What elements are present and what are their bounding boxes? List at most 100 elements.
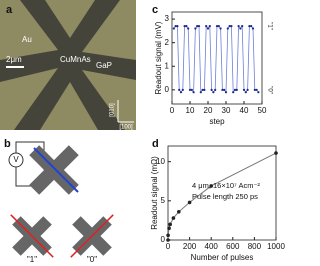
- data-point: [233, 88, 237, 91]
- data-point: [179, 91, 183, 94]
- annotation: 4 μm, 16×10⁷ Acm⁻²: [192, 181, 260, 190]
- y-axis-label: Readout signal (mΩ): [150, 156, 159, 230]
- data-point: [187, 27, 190, 30]
- region-label: Au: [22, 35, 32, 44]
- x-tick-label: 0: [170, 106, 175, 115]
- meter-label: V: [13, 155, 19, 164]
- panel-label: c: [152, 4, 158, 16]
- data-point: [224, 91, 228, 94]
- pulse-arrow: [10, 214, 54, 258]
- y-axis-label: Readout signal (mV): [154, 21, 163, 94]
- data-point: [255, 88, 258, 91]
- data-point: [244, 91, 247, 94]
- x-tick-label: 40: [240, 106, 249, 115]
- data-point: [203, 88, 206, 91]
- data-point: [237, 25, 240, 28]
- data-point: [215, 25, 219, 28]
- panel-label: a: [6, 4, 13, 16]
- data-point: [177, 210, 181, 214]
- data-point: [166, 238, 170, 242]
- data-point: [168, 222, 172, 227]
- data-point: [221, 88, 224, 91]
- data-point: [232, 91, 235, 94]
- data-point: [219, 27, 222, 30]
- annotation: Pulse length 250 ps: [192, 192, 258, 201]
- y-tick-label: 10: [156, 157, 165, 166]
- scale-bar: [6, 66, 24, 68]
- data-point: [223, 88, 226, 91]
- state-label: "0": [266, 86, 272, 94]
- state-label: "1": [266, 22, 272, 30]
- data-point: [241, 25, 244, 28]
- data-point: [230, 25, 233, 28]
- y-tick-label: 1: [165, 61, 170, 70]
- cross-shape: [0, 0, 136, 130]
- data-point: [209, 184, 213, 188]
- bar: [29, 145, 79, 195]
- data-point: [183, 25, 186, 28]
- data-point: [167, 226, 171, 231]
- plot-frame: [167, 145, 277, 241]
- data-point: [226, 27, 229, 30]
- scale-label: 2μm: [6, 55, 22, 64]
- micrograph: [0, 0, 136, 130]
- x-tick-label: 1000: [267, 242, 285, 251]
- page: {"panel_labels": ["a", "b", "c", "d"], "…: [0, 0, 287, 266]
- state-device: [10, 214, 54, 258]
- y-tick-label: 0: [165, 85, 170, 94]
- y-tick-label: 0: [161, 235, 166, 244]
- data-line: [173, 25, 259, 94]
- data-point: [212, 91, 215, 94]
- panel-label: d: [152, 138, 159, 150]
- data-point: [239, 27, 242, 30]
- panel-label: b: [4, 138, 11, 150]
- y-tick-label: 5: [161, 196, 166, 205]
- axis-label: [010]: [110, 103, 116, 117]
- data-point: [196, 25, 199, 28]
- device: [29, 145, 79, 195]
- data-point: [208, 25, 211, 28]
- data-point: [166, 233, 170, 238]
- data-point: [174, 25, 177, 28]
- x-tick-label: 0: [166, 242, 171, 251]
- axis-label: [100]: [119, 125, 133, 131]
- data-point: [185, 25, 188, 28]
- data-point: [210, 88, 213, 91]
- data-point: [242, 88, 246, 91]
- region-label: CuMnAs: [60, 55, 91, 64]
- data-point: [178, 88, 181, 91]
- data-point: [192, 91, 195, 94]
- data-point: [251, 27, 255, 30]
- pulse-arrow: [70, 214, 114, 258]
- data-point: [172, 27, 175, 30]
- data-point: [248, 25, 251, 28]
- x-tick-label: 200: [183, 242, 197, 251]
- data-point: [228, 25, 231, 28]
- state-label: "0": [87, 255, 97, 264]
- x-tick-label: 20: [204, 106, 213, 115]
- data-point: [194, 27, 197, 30]
- x-tick-label: 600: [226, 242, 240, 251]
- diagram: [8, 141, 114, 258]
- plot-frame: [171, 11, 263, 105]
- data-point: [206, 27, 210, 30]
- data-point: [274, 151, 278, 155]
- region-label: GaP: [96, 61, 112, 70]
- data-point: [253, 88, 256, 91]
- data-point: [201, 88, 204, 91]
- data-point: [214, 88, 217, 91]
- y-tick-label: 2: [165, 38, 170, 47]
- data-point: [217, 25, 220, 28]
- data-point: [171, 216, 176, 220]
- data-point: [257, 91, 260, 94]
- data-point: [190, 88, 193, 91]
- data-point: [199, 91, 202, 94]
- data-point: [250, 25, 253, 28]
- data-point: [246, 88, 249, 91]
- state-device: [70, 214, 114, 258]
- x-axis-label: step: [209, 117, 225, 126]
- data-point: [176, 25, 179, 28]
- data-point: [205, 25, 208, 28]
- x-axis-label: Number of pulses: [191, 253, 254, 262]
- data-point: [181, 88, 184, 91]
